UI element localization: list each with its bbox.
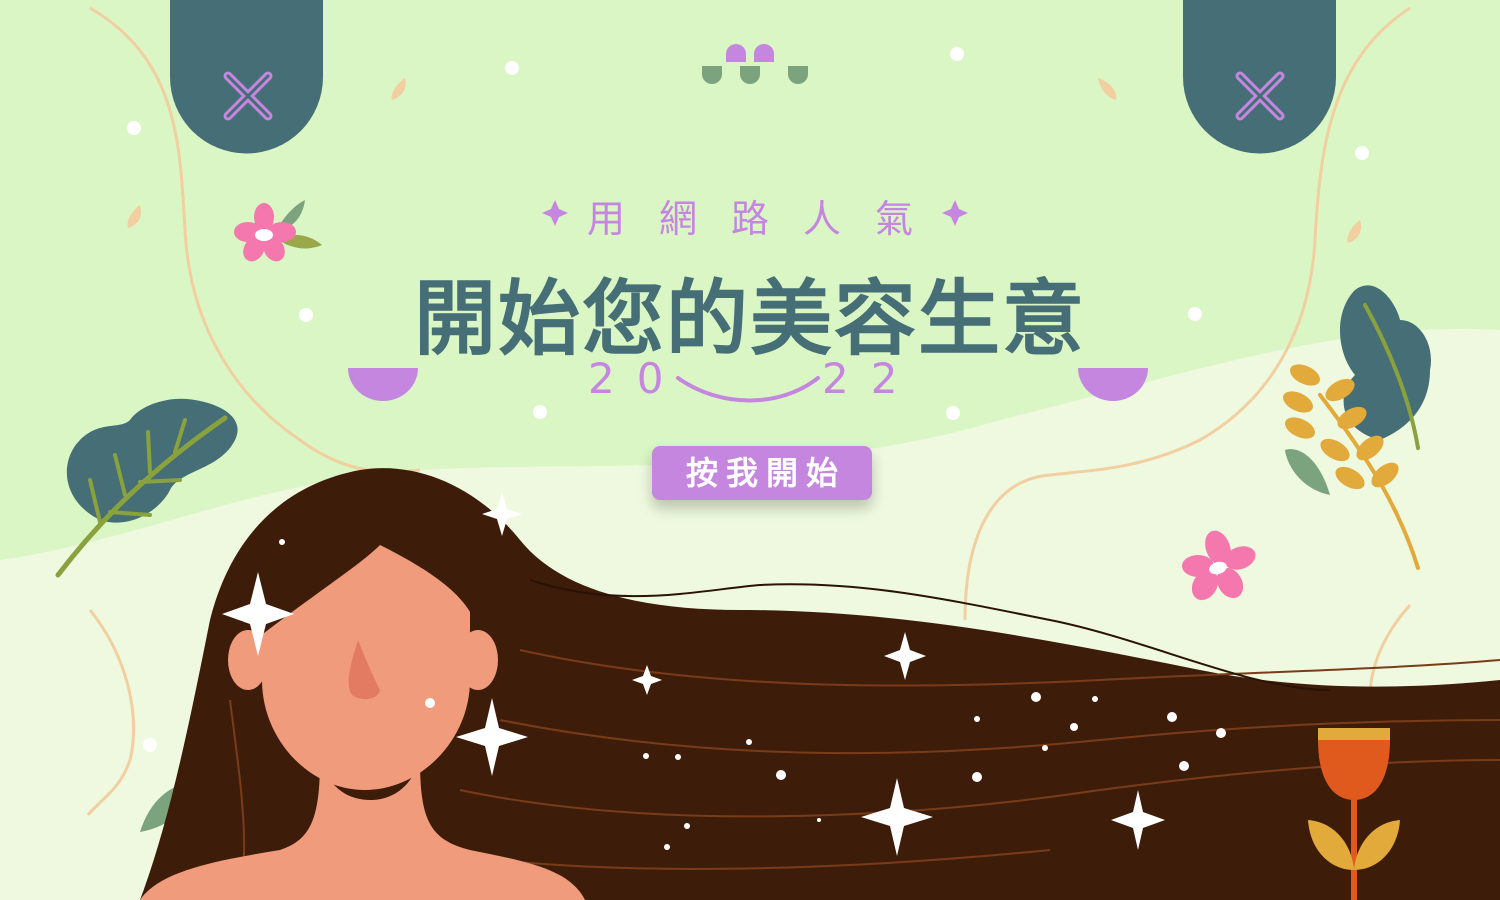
decor-line	[89, 6, 421, 474]
start-button[interactable]: 按我開始	[652, 446, 872, 500]
hair-dots	[279, 539, 1226, 850]
flower-icon	[234, 200, 322, 262]
year-left: 20	[588, 354, 686, 403]
tulip-icon	[1308, 728, 1400, 900]
top-left-tab	[170, 0, 323, 154]
decor-line	[963, 6, 1411, 621]
half-circle	[348, 368, 418, 401]
star-icon	[222, 492, 1165, 856]
hair-outline	[529, 579, 1331, 691]
flower-icon	[1182, 530, 1256, 601]
nose	[348, 640, 380, 700]
sparkle-icon	[542, 200, 568, 226]
ornament	[702, 44, 808, 84]
smile-curve	[676, 376, 820, 403]
top-right-tab	[1183, 0, 1336, 154]
sparkle-icon	[942, 200, 968, 226]
subtitle: 用網路人氣	[586, 197, 947, 241]
hair-fringe	[254, 510, 479, 640]
decor-line	[86, 609, 136, 816]
leaf-icon	[55, 398, 238, 578]
half-circle	[1078, 368, 1148, 401]
white-dots	[127, 47, 1369, 752]
shoulders	[140, 760, 585, 900]
leaf-drops	[127, 78, 1362, 243]
year-right: 22	[822, 354, 920, 403]
leaf-icon	[1283, 285, 1431, 570]
page-title: 開始您的美容生意	[413, 272, 1086, 367]
